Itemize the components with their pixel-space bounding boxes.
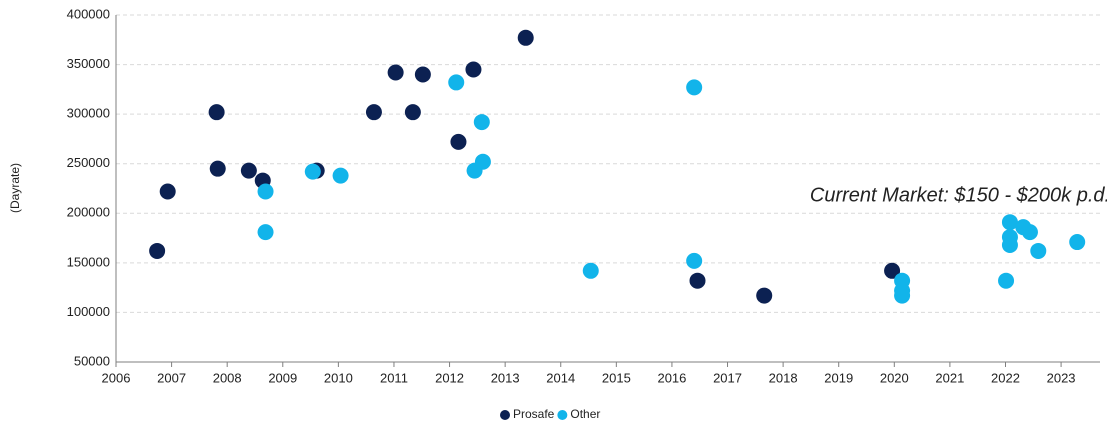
x-tick-label: 2007 — [157, 370, 186, 385]
point — [1001, 214, 1018, 231]
x-tick-label: 2022 — [991, 370, 1020, 385]
point — [159, 183, 176, 200]
y-tick-label: 150000 — [67, 254, 110, 269]
point — [689, 272, 706, 289]
point — [1069, 234, 1086, 251]
legend-label: Other — [570, 407, 600, 421]
x-tick-label: 2014 — [546, 370, 575, 385]
point — [208, 104, 225, 121]
point — [884, 262, 901, 279]
point — [257, 224, 274, 241]
point — [332, 167, 349, 184]
point — [414, 66, 431, 83]
x-tick-label: 2015 — [602, 370, 631, 385]
point — [1001, 237, 1018, 254]
point — [894, 287, 911, 304]
y-tick-label: 200000 — [67, 205, 110, 220]
y-tick-label: 100000 — [67, 304, 110, 319]
y-axis-label: (Dayrate) — [8, 163, 22, 213]
y-tick-label: 50000 — [74, 353, 110, 368]
point — [240, 162, 257, 179]
point — [304, 163, 321, 180]
x-tick-label: 2019 — [824, 370, 853, 385]
point — [756, 287, 773, 304]
point — [209, 160, 226, 177]
point — [1030, 242, 1047, 259]
y-tick-label: 250000 — [67, 155, 110, 170]
x-tick-label: 2009 — [268, 370, 297, 385]
point — [1021, 224, 1038, 241]
point — [686, 79, 703, 96]
point — [450, 133, 467, 150]
point — [365, 104, 382, 121]
x-tick-label: 2017 — [713, 370, 742, 385]
x-tick-label: 2016 — [657, 370, 686, 385]
legend-label: Prosafe — [513, 407, 555, 421]
point — [466, 162, 483, 179]
y-tick-label: 350000 — [67, 56, 110, 71]
legend-marker — [557, 410, 568, 420]
x-tick-label: 2018 — [769, 370, 798, 385]
x-tick-label: 2010 — [324, 370, 353, 385]
x-tick-label: 2013 — [491, 370, 520, 385]
point — [149, 242, 166, 259]
point — [686, 252, 703, 269]
y-tick-label: 400000 — [67, 6, 110, 21]
point — [998, 272, 1015, 289]
y-tick-label: 300000 — [67, 106, 110, 121]
legend-marker — [500, 410, 510, 420]
x-tick-label: 2012 — [435, 370, 464, 385]
point — [473, 114, 490, 131]
point — [448, 74, 465, 91]
x-tick-label: 2006 — [102, 370, 131, 385]
x-tick-label: 2020 — [880, 370, 909, 385]
x-tick-label: 2008 — [213, 370, 242, 385]
point — [517, 29, 534, 46]
point — [387, 64, 404, 81]
point — [404, 104, 421, 121]
x-tick-label: 2011 — [380, 370, 408, 385]
point — [582, 262, 599, 279]
annotation: Current Market: $150 - $200k p.d. — [810, 184, 1107, 206]
point — [257, 183, 274, 200]
x-tick-label: 2021 — [935, 370, 964, 385]
point — [465, 61, 482, 78]
x-tick-label: 2023 — [1047, 370, 1076, 385]
